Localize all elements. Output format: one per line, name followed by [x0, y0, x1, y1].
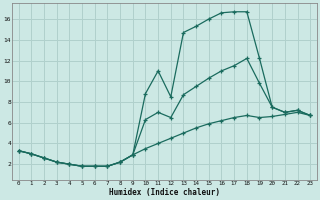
X-axis label: Humidex (Indice chaleur): Humidex (Indice chaleur) — [109, 188, 220, 197]
